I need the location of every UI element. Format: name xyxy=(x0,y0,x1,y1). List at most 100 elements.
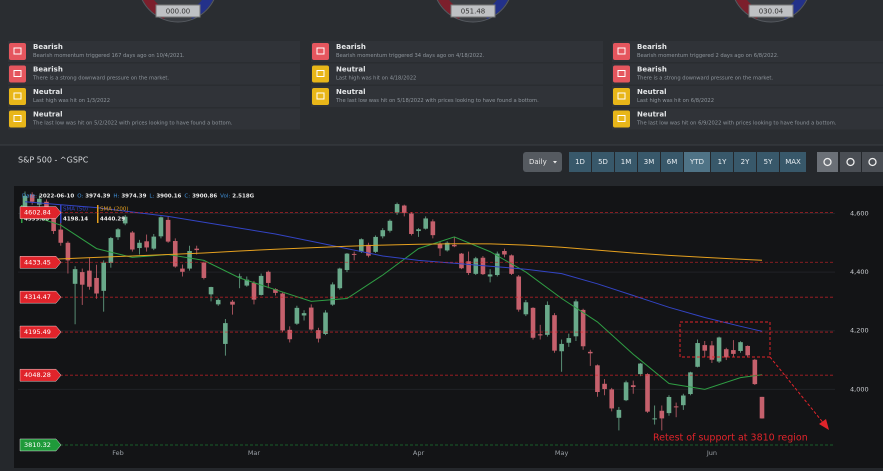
signals: Bearish Bearish momentum triggered 167 da… xyxy=(8,41,883,130)
level-label: 4195.49 xyxy=(24,328,51,336)
candle-body xyxy=(151,236,157,249)
candle-body xyxy=(559,343,564,352)
range-button[interactable] xyxy=(711,152,733,172)
range-button[interactable] xyxy=(569,152,591,172)
range-button[interactable] xyxy=(592,152,614,172)
interval-label: Daily xyxy=(529,158,547,166)
range-label: YTD xyxy=(689,158,704,166)
range-label: 2Y xyxy=(741,158,750,166)
signal-row xyxy=(8,41,300,62)
signal-text: The last low was hit on 5/2/2022 with pr… xyxy=(32,121,233,127)
range-button[interactable] xyxy=(638,152,660,172)
range-button[interactable] xyxy=(734,152,756,172)
y-tick-label: 4,600 xyxy=(850,209,869,217)
candle-body xyxy=(79,272,85,285)
signal-icon xyxy=(312,43,329,60)
range-button[interactable] xyxy=(780,152,806,172)
info-label: H: xyxy=(113,194,119,200)
signal-row xyxy=(8,108,300,130)
info-value: 3974.39 xyxy=(85,194,110,200)
range-button[interactable] xyxy=(757,152,779,172)
interval-caret xyxy=(553,161,557,164)
candle-body xyxy=(409,213,414,234)
range-button[interactable] xyxy=(684,152,710,172)
candle-body xyxy=(473,258,479,274)
range-button[interactable] xyxy=(615,152,637,172)
sma-line xyxy=(24,213,763,390)
signal-icon-glyph xyxy=(316,70,325,77)
signal-icon-glyph xyxy=(316,47,325,55)
level-label: 4314.47 xyxy=(24,293,51,301)
legend-marker xyxy=(60,205,62,223)
gauge-value: 051.48 xyxy=(461,8,486,16)
annotation: Retest of support at 3810 region xyxy=(653,433,808,444)
candle-body xyxy=(537,334,543,336)
x-tick-label: Apr xyxy=(413,449,425,457)
signal-text: The last low was hit on 6/9/2022 with pr… xyxy=(636,121,837,127)
signal-title: Bearish xyxy=(33,66,63,74)
candle-body xyxy=(452,244,457,247)
signal-text: The last low was hit on 5/18/2022 with p… xyxy=(335,98,539,104)
candle-body xyxy=(308,307,314,330)
candle-body xyxy=(115,229,121,238)
candle-body xyxy=(230,301,235,305)
candle-body xyxy=(416,229,421,232)
range-button[interactable] xyxy=(661,152,683,172)
range-label: 1Y xyxy=(718,158,727,166)
signal-text: Last high was hit on 1/3/2022 xyxy=(33,98,110,104)
signal-title: Neutral xyxy=(33,111,63,119)
candle-body xyxy=(545,304,550,335)
candle-body xyxy=(37,198,42,205)
signal-text: Bearish momentum triggered 34 days ago o… xyxy=(336,53,485,59)
signal-icon-glyph xyxy=(316,92,325,100)
candle-body xyxy=(666,396,672,414)
info-value: 2022-06-10 xyxy=(39,194,74,200)
legend-value: 4599.80 xyxy=(24,217,49,223)
candle-body xyxy=(502,250,507,255)
candle-body xyxy=(251,282,257,300)
signal-icon-glyph xyxy=(617,70,626,77)
candle-body xyxy=(280,293,285,331)
y-tick-label: 4,400 xyxy=(850,268,869,276)
candle-body xyxy=(337,268,343,289)
candle-body xyxy=(215,299,221,305)
candle-body xyxy=(630,385,636,388)
candle-body xyxy=(165,219,171,242)
level-label: 4602.84 xyxy=(24,209,51,217)
candle-body xyxy=(731,350,736,354)
tool-button[interactable] xyxy=(840,152,861,172)
candle-body xyxy=(587,351,593,354)
info-label: C: xyxy=(184,194,190,200)
signal-row xyxy=(612,41,883,62)
signal-text: Last high was hit on 4/18/2022 xyxy=(336,76,416,82)
price-chart: 4,000 4,200 4,400 4,600 Feb Mar Apr May Jun Date:… xyxy=(18,191,869,457)
signal-title: Bearish xyxy=(336,43,366,51)
interval-button[interactable] xyxy=(523,152,562,172)
candle-body xyxy=(673,406,679,408)
signal-text: Last high was hit on 6/8/2022 xyxy=(637,98,714,104)
signal-row xyxy=(8,86,300,107)
signal-row xyxy=(311,41,603,62)
candle-body xyxy=(330,284,335,305)
signal-title: Bearish xyxy=(33,43,63,51)
x-tick-label: May xyxy=(555,449,569,457)
candle-body xyxy=(573,301,579,337)
tool-button[interactable] xyxy=(817,152,838,172)
candle-body xyxy=(366,244,371,256)
candle-body xyxy=(108,238,114,264)
candle-body xyxy=(638,363,643,375)
signal-icon xyxy=(613,43,630,60)
signal-icon-glyph xyxy=(13,47,22,55)
signal-icon xyxy=(613,88,630,105)
info-label: O: xyxy=(77,194,83,200)
tool-icon xyxy=(823,157,832,167)
range-label: 3M xyxy=(644,158,655,166)
candle-body xyxy=(430,221,436,236)
tool-button[interactable] xyxy=(862,152,883,172)
range-label: 1M xyxy=(621,158,632,166)
candle-body xyxy=(94,277,99,294)
level-label: 4433.45 xyxy=(24,258,51,266)
candle-body xyxy=(351,253,357,255)
signal-row xyxy=(8,63,300,85)
signal-icon xyxy=(9,43,26,60)
